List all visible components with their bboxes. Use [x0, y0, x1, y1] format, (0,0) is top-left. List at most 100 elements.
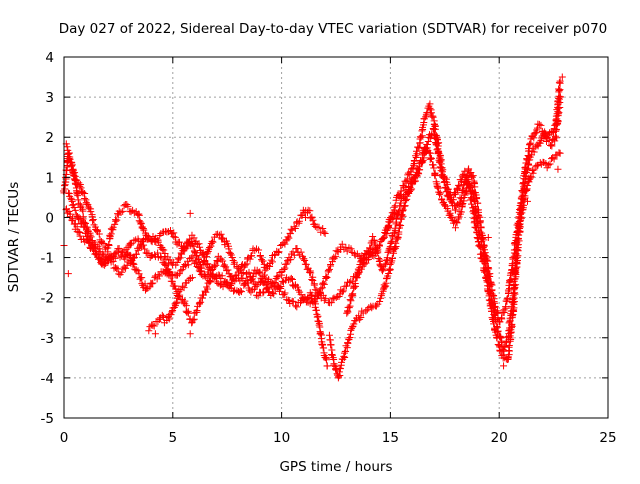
data-point	[327, 341, 335, 349]
data-point	[260, 271, 268, 279]
data-point	[444, 185, 452, 193]
data-point	[371, 241, 379, 249]
data-point	[315, 223, 323, 231]
data-point	[85, 239, 93, 247]
data-point	[358, 256, 366, 264]
data-point	[301, 256, 309, 264]
data-point	[349, 290, 357, 298]
data-point	[310, 281, 318, 289]
data-point	[134, 267, 142, 275]
data-point	[521, 181, 529, 189]
data-markers	[59, 73, 566, 382]
data-point	[297, 248, 305, 256]
data-point	[122, 264, 130, 272]
data-point	[158, 311, 166, 319]
data-point	[388, 254, 396, 262]
data-point	[354, 265, 362, 273]
x-tick-label: 10	[273, 430, 290, 446]
data-point	[70, 204, 78, 212]
data-point	[274, 248, 282, 256]
data-point	[338, 288, 346, 296]
outlier-point	[484, 234, 492, 241]
data-point	[277, 282, 285, 290]
data-point	[469, 172, 477, 180]
data-point	[130, 254, 138, 262]
data-point	[131, 265, 139, 273]
data-point	[130, 260, 138, 268]
data-point	[111, 220, 119, 228]
data-point	[190, 315, 198, 323]
data-point	[259, 257, 267, 265]
data-point	[309, 298, 317, 306]
outlier-point	[500, 362, 508, 370]
data-point	[87, 208, 95, 216]
data-point	[112, 216, 120, 224]
data-point	[494, 327, 502, 335]
data-point	[71, 172, 79, 180]
data-point	[201, 253, 209, 261]
data-point	[345, 278, 353, 286]
data-point	[427, 154, 435, 162]
data-point	[149, 232, 157, 240]
data-point	[175, 270, 183, 278]
data-point	[533, 126, 541, 134]
data-point	[434, 142, 442, 150]
data-point	[346, 302, 354, 310]
data-point	[130, 254, 138, 262]
data-point	[319, 225, 327, 233]
data-point	[472, 207, 480, 215]
data-point	[556, 77, 564, 85]
x-tick-label: 5	[169, 430, 178, 446]
data-point	[218, 272, 226, 280]
y-tick-label: -5	[41, 411, 54, 427]
data-point	[492, 316, 500, 324]
data-point	[150, 322, 158, 330]
data-point	[78, 219, 86, 227]
data-point	[418, 127, 426, 135]
data-point	[322, 273, 330, 281]
data-point	[406, 168, 414, 176]
data-point	[168, 308, 176, 316]
data-point	[451, 224, 459, 232]
data-point	[74, 196, 82, 204]
data-point	[339, 287, 347, 295]
data-point	[308, 213, 316, 221]
data-point	[396, 199, 404, 207]
data-point	[414, 166, 422, 174]
data-point	[385, 221, 393, 229]
data-point	[413, 150, 421, 158]
y-tick-label: 4	[45, 50, 54, 66]
data-point	[399, 206, 407, 214]
data-point	[226, 281, 234, 289]
data-point	[481, 264, 489, 272]
data-point	[132, 266, 140, 274]
data-point	[394, 234, 402, 242]
data-point	[385, 269, 393, 277]
data-point	[500, 343, 508, 351]
data-point	[304, 206, 312, 214]
data-point	[261, 266, 269, 274]
data-point	[179, 247, 187, 255]
data-point	[178, 266, 186, 274]
data-point	[192, 259, 200, 267]
data-point	[127, 259, 135, 267]
data-point	[123, 261, 131, 269]
data-point	[480, 246, 488, 254]
data-point	[98, 258, 106, 266]
data-point	[530, 148, 538, 156]
data-point	[284, 257, 292, 265]
data-point	[451, 206, 459, 214]
data-point	[378, 267, 386, 275]
data-point	[350, 283, 358, 291]
data-point	[520, 179, 528, 187]
data-point	[355, 266, 363, 274]
data-point	[76, 180, 84, 188]
data-point	[380, 281, 388, 289]
data-point	[287, 274, 295, 282]
x-axis-label: GPS time / hours	[279, 459, 392, 475]
data-point	[181, 300, 189, 308]
data-point	[134, 246, 142, 254]
data-point	[206, 278, 214, 286]
data-point	[236, 265, 244, 273]
